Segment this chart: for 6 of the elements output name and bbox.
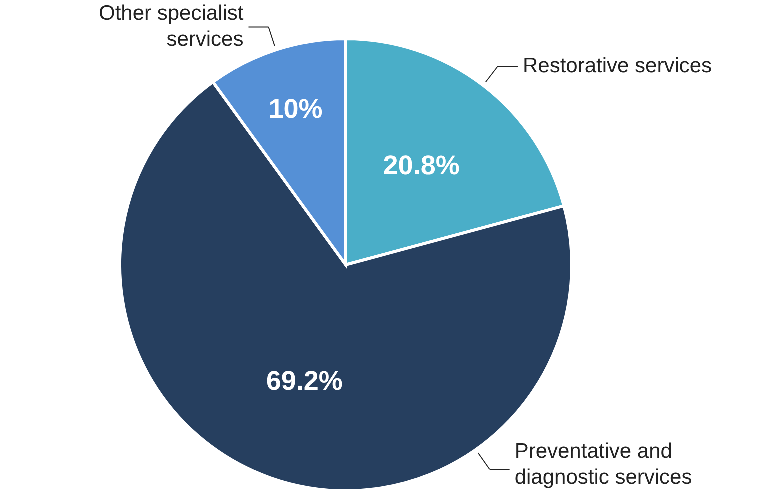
data-label: 69.2%: [266, 366, 343, 396]
data-label: 20.8%: [383, 150, 460, 180]
slice-label: Restorative services: [522, 54, 712, 78]
slice-label: Other specialist services: [99, 2, 244, 52]
data-label: 10%: [268, 94, 323, 124]
slice-label: Preventative and diagnostic services: [514, 440, 692, 489]
